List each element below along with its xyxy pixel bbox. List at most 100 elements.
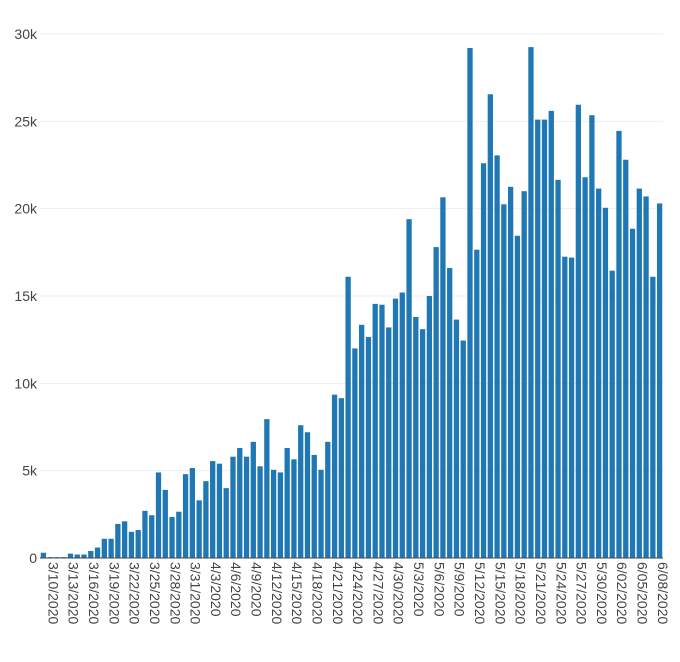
bar xyxy=(108,538,114,558)
x-tick-label: 6/05/2020 xyxy=(635,562,651,624)
bar xyxy=(149,515,155,558)
bar xyxy=(582,177,588,559)
bar xyxy=(460,340,466,558)
bar xyxy=(447,268,453,558)
x-tick-label: 4/12/2020 xyxy=(269,562,285,624)
x-tick-label: 3/13/2020 xyxy=(66,562,82,624)
x-tick-label: 4/27/2020 xyxy=(370,562,386,624)
x-tick-label: 3/28/2020 xyxy=(167,562,183,624)
bar xyxy=(257,466,263,558)
bar xyxy=(406,219,412,558)
x-tick-label: 5/3/2020 xyxy=(411,562,427,617)
x-tick-label: 4/18/2020 xyxy=(309,562,325,624)
bar xyxy=(311,454,317,558)
y-tick-label: 15k xyxy=(14,288,38,304)
x-tick-label: 3/22/2020 xyxy=(127,562,143,624)
y-tick-label: 25k xyxy=(14,113,38,129)
y-axis-ticks: 0 5k 10k 15k 20k 25k 30k xyxy=(14,26,38,566)
bar xyxy=(216,463,223,558)
bar xyxy=(474,249,480,558)
bar xyxy=(575,104,581,559)
bar xyxy=(541,119,548,558)
x-tick-label: 4/3/2020 xyxy=(208,562,224,617)
bar xyxy=(237,447,243,558)
x-tick-label: 4/30/2020 xyxy=(391,562,407,624)
bar xyxy=(298,425,304,558)
bar xyxy=(596,188,602,558)
x-axis-ticks: 3/10/2020 3/13/2020 3/16/2020 3/19/2020 3/22… xyxy=(45,562,670,624)
x-tick-label: 5/15/2020 xyxy=(492,562,508,624)
bar xyxy=(331,394,338,558)
y-tick-label: 10k xyxy=(14,375,38,391)
bar xyxy=(345,276,351,558)
bar xyxy=(101,538,107,558)
bar xyxy=(616,130,622,558)
x-tick-label: 3/31/2020 xyxy=(188,562,204,624)
x-tick-label: 4/21/2020 xyxy=(330,562,346,624)
bar xyxy=(562,256,568,558)
bar xyxy=(243,456,250,558)
bar xyxy=(94,547,101,558)
x-tick-label: 3/10/2020 xyxy=(45,562,61,624)
bar xyxy=(521,191,527,558)
bar xyxy=(277,472,284,558)
bar xyxy=(359,324,365,558)
bar xyxy=(122,521,128,558)
bar xyxy=(250,441,256,558)
bar xyxy=(210,461,216,558)
x-tick-label: 6/02/2020 xyxy=(614,562,630,624)
x-tick-label: 5/12/2020 xyxy=(472,562,488,624)
bar xyxy=(372,303,378,558)
bar xyxy=(602,207,609,559)
bar xyxy=(636,188,642,558)
bar xyxy=(426,296,433,558)
bar xyxy=(182,474,189,558)
bar xyxy=(413,316,419,558)
x-tick-label: 6/08/2020 xyxy=(655,562,671,624)
x-tick-label: 4/15/2020 xyxy=(289,562,305,624)
bar xyxy=(623,159,629,558)
bar xyxy=(264,419,270,558)
x-tick-label: 4/9/2020 xyxy=(249,562,265,617)
bar xyxy=(568,257,575,558)
bar xyxy=(379,304,385,558)
bar xyxy=(338,398,344,558)
bar xyxy=(392,298,399,558)
bar xyxy=(535,119,541,558)
bar xyxy=(589,115,595,558)
bar xyxy=(142,510,148,558)
x-tick-label: 5/6/2020 xyxy=(431,562,447,617)
bar xyxy=(88,551,94,558)
x-tick-label: 5/27/2020 xyxy=(574,562,590,624)
bar xyxy=(352,348,358,558)
bar xyxy=(304,432,311,558)
x-tick-label: 3/25/2020 xyxy=(147,562,163,624)
bar xyxy=(270,469,277,558)
bar xyxy=(291,459,297,558)
bar xyxy=(74,554,80,558)
bar xyxy=(196,500,202,558)
bar xyxy=(135,530,141,558)
x-tick-label: 5/18/2020 xyxy=(513,562,529,624)
bar xyxy=(433,247,439,558)
bar xyxy=(365,337,372,558)
bar xyxy=(155,472,162,558)
bar xyxy=(643,196,649,558)
y-tick-label: 5k xyxy=(22,463,38,479)
bar xyxy=(440,197,446,558)
bar xyxy=(115,523,121,558)
y-tick-label: 0 xyxy=(29,550,37,566)
x-tick-label: 5/9/2020 xyxy=(452,562,468,617)
x-tick-label: 5/30/2020 xyxy=(594,562,610,624)
bar xyxy=(555,179,561,558)
bar xyxy=(629,228,636,558)
bar xyxy=(548,110,554,558)
x-tick-label: 4/6/2020 xyxy=(228,562,244,617)
bar xyxy=(419,329,426,558)
bar xyxy=(162,489,168,558)
bar xyxy=(501,204,507,559)
bar xyxy=(169,516,175,558)
bar xyxy=(656,203,663,558)
bar xyxy=(480,163,487,558)
